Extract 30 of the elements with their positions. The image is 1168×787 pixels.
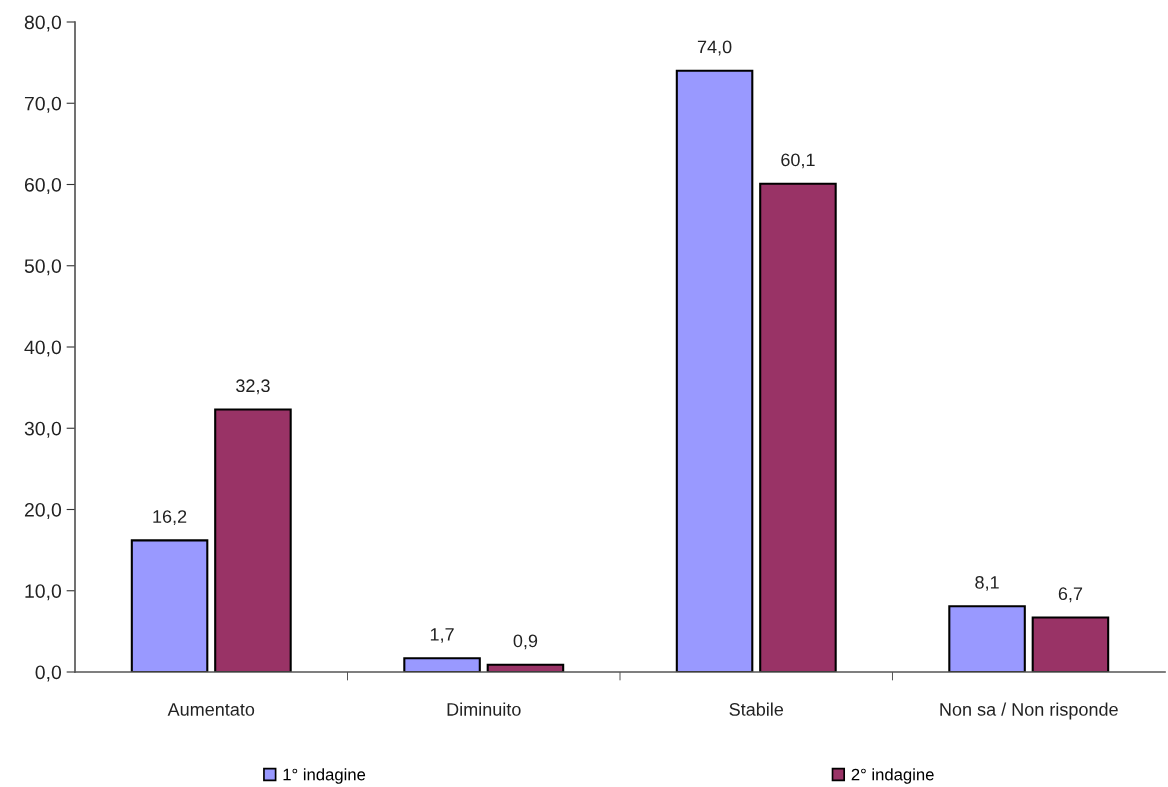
x-tick-label: Non sa / Non risponde [940,702,1118,720]
data-label: 16,2 [153,510,187,526]
data-label: 0,9 [513,634,538,650]
bar [130,539,209,672]
data-label: 6,7 [1058,587,1083,603]
y-tick-label: 20,0 [24,502,62,520]
data-label: 74,0 [697,40,732,56]
bar [403,657,481,672]
bar [214,408,292,672]
data-label: 60,1 [781,153,815,169]
bar [675,69,754,672]
y-tick-label: 80,0 [24,15,62,32]
y-tick-label: 30,0 [24,421,62,438]
bar [1031,616,1110,672]
y-tick-label: 40,0 [24,340,62,357]
y-tick-label: 70,0 [24,96,62,113]
y-tick-label: 0,0 [35,665,62,682]
y-tick-label: 60,0 [24,177,62,195]
x-tick-label: Stabile [729,702,784,716]
legend-label: 1° indagine [283,768,366,784]
data-label: 32,3 [236,379,270,395]
data-label: 1,7 [430,628,454,643]
data-label: 8,1 [975,575,999,591]
x-tick-label: Diminuito [447,702,521,716]
legend-label: 2° indagine [851,768,934,784]
bar [948,605,1026,672]
y-tick-label: 10,0 [25,584,62,601]
x-tick-label: Aumentato [167,703,255,716]
bar [759,182,837,672]
y-tick-label: 50,0 [24,259,62,276]
